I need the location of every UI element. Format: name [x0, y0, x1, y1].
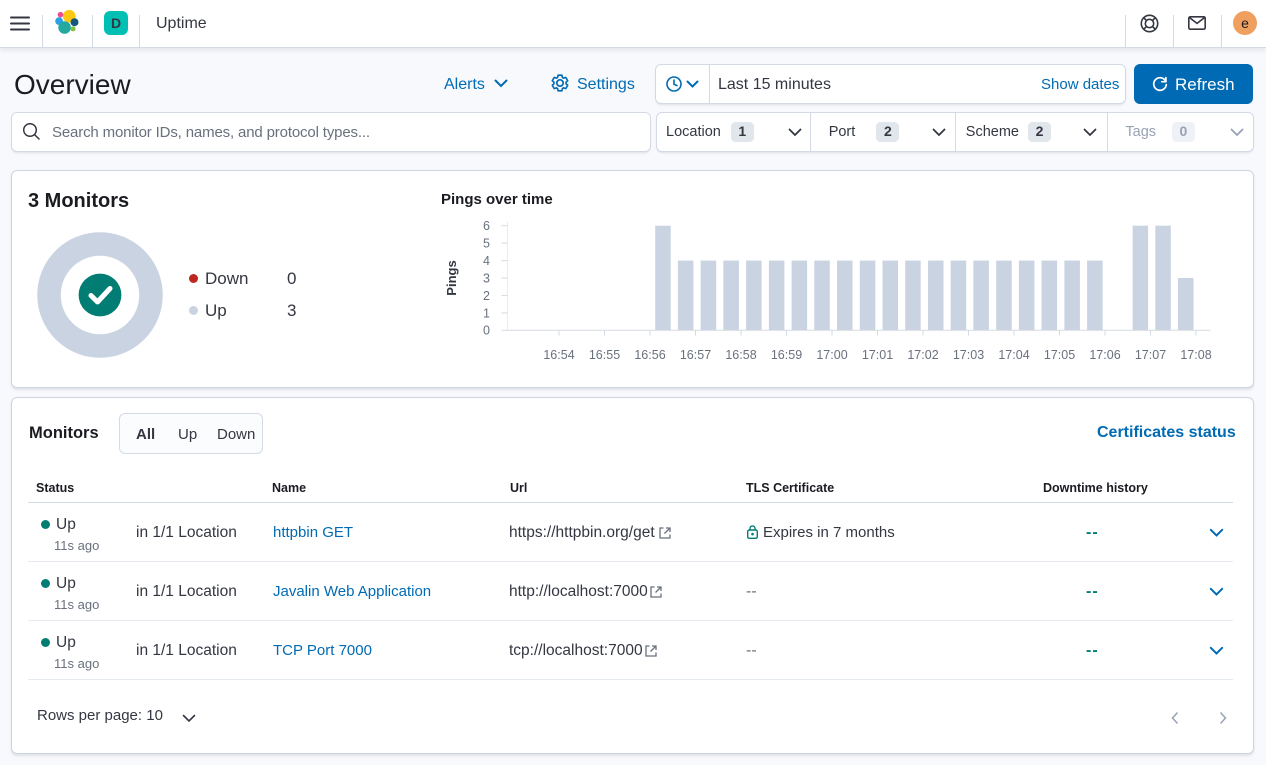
- svg-text:6: 6: [483, 219, 490, 233]
- svg-text:2: 2: [483, 289, 490, 303]
- svg-text:4: 4: [483, 254, 490, 268]
- svg-text:Pings: Pings: [444, 260, 459, 295]
- svg-text:16:57: 16:57: [680, 348, 711, 362]
- svg-text:0: 0: [483, 324, 490, 338]
- svg-text:5: 5: [483, 237, 490, 251]
- svg-text:17:01: 17:01: [862, 348, 893, 362]
- svg-text:17:02: 17:02: [907, 348, 938, 362]
- svg-text:16:59: 16:59: [771, 348, 802, 362]
- svg-text:16:55: 16:55: [589, 348, 620, 362]
- svg-text:1: 1: [483, 306, 490, 320]
- svg-text:3: 3: [483, 271, 490, 285]
- svg-text:16:58: 16:58: [725, 348, 756, 362]
- svg-text:17:00: 17:00: [816, 348, 847, 362]
- svg-text:16:54: 16:54: [543, 348, 574, 362]
- svg-text:17:08: 17:08: [1180, 348, 1211, 362]
- svg-text:17:05: 17:05: [1044, 348, 1075, 362]
- svg-text:17:06: 17:06: [1089, 348, 1120, 362]
- svg-text:17:04: 17:04: [998, 348, 1029, 362]
- svg-text:17:03: 17:03: [953, 348, 984, 362]
- svg-text:16:56: 16:56: [634, 348, 665, 362]
- svg-text:17:07: 17:07: [1135, 348, 1166, 362]
